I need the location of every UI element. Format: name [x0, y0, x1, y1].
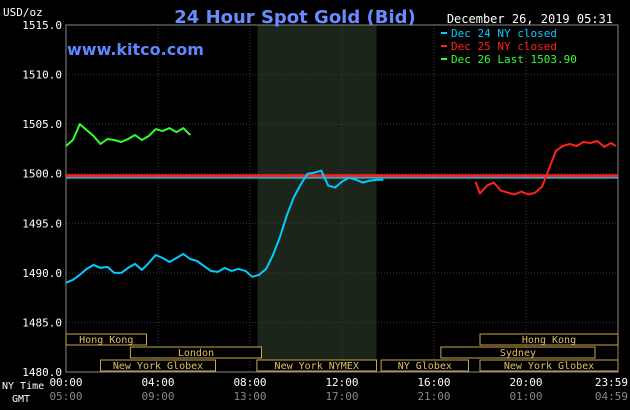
session-bar — [479, 333, 619, 346]
series-line — [474, 140, 617, 196]
price-series — [65, 123, 617, 284]
session-bar — [100, 359, 216, 372]
y-tick-label: 1490.0 — [22, 267, 62, 280]
y-tick-label: 1485.0 — [22, 316, 62, 329]
y-tick-label: 1480.0 — [22, 366, 62, 379]
session-bar — [479, 359, 619, 372]
session-label: Hong Kong — [79, 335, 133, 346]
ny-time-tick: 16:00 — [417, 376, 450, 389]
y-tick-label: 1515.0 — [22, 19, 62, 32]
session-label: NY Globex — [398, 361, 452, 372]
session-bar — [440, 346, 596, 359]
reference-lines — [66, 174, 618, 179]
gmt-time-tick: 09:00 — [141, 390, 174, 403]
ny-time-tick: 00:00 — [49, 376, 82, 389]
series-line — [65, 169, 384, 284]
y-tick-label: 1505.0 — [22, 118, 62, 131]
session-label: New York Globex — [504, 361, 594, 372]
nymex-session-shading — [257, 25, 377, 372]
session-bar — [129, 346, 262, 359]
legend-entry: Dec 25 NY closed — [451, 40, 557, 53]
y-tick-label: 1510.0 — [22, 69, 62, 82]
site-url: www.kitco.com — [67, 40, 204, 59]
gmt-axis-label: GMT — [12, 394, 30, 405]
session-bar — [256, 359, 377, 372]
ny-time-axis-label: NY Time — [2, 381, 44, 392]
ny-time-tick: 23:59 — [595, 376, 628, 389]
gmt-time-tick: 05:00 — [49, 390, 82, 403]
ny-time-tick: 04:00 — [141, 376, 174, 389]
gmt-time-tick: 13:00 — [233, 390, 266, 403]
series-line — [65, 123, 191, 147]
gmt-time-tick: 21:00 — [417, 390, 450, 403]
legend-entry: Dec 24 NY closed — [451, 27, 557, 40]
unit-label: USD/oz — [3, 6, 43, 19]
y-tick-label: 1500.0 — [22, 168, 62, 181]
session-label: New York Globex — [113, 361, 203, 372]
timestamp: December 26, 2019 05:31 — [447, 12, 613, 26]
session-bar — [65, 333, 147, 346]
session-label: New York NYMEX — [275, 361, 359, 372]
gmt-time-tick: 01:00 — [509, 390, 542, 403]
plot-border — [65, 24, 619, 373]
ny-time-tick: 08:00 — [233, 376, 266, 389]
legend-entry: Dec 26 Last 1503.90 — [451, 53, 577, 66]
chart-title: 24 Hour Spot Gold (Bid) — [174, 7, 415, 28]
market-session-bars: Hong Kong Hong Kong London Sydney New York G… — [65, 333, 619, 372]
y-axis-tick-labels: 1515.0 1510.0 1505.0 1500.0 1495.0 1490.0 1485… — [22, 19, 62, 379]
session-bar — [380, 359, 470, 372]
ny-time-tick: 12:00 — [325, 376, 358, 389]
gmt-time-tick: 17:00 — [325, 390, 358, 403]
session-label: London — [178, 348, 214, 359]
ny-time-tick: 20:00 — [509, 376, 542, 389]
y-tick-label: 1495.0 — [22, 217, 62, 230]
gmt-time-tick: 04:59 — [595, 390, 628, 403]
session-label: Hong Kong — [522, 335, 576, 346]
session-label: Sydney — [500, 348, 536, 359]
